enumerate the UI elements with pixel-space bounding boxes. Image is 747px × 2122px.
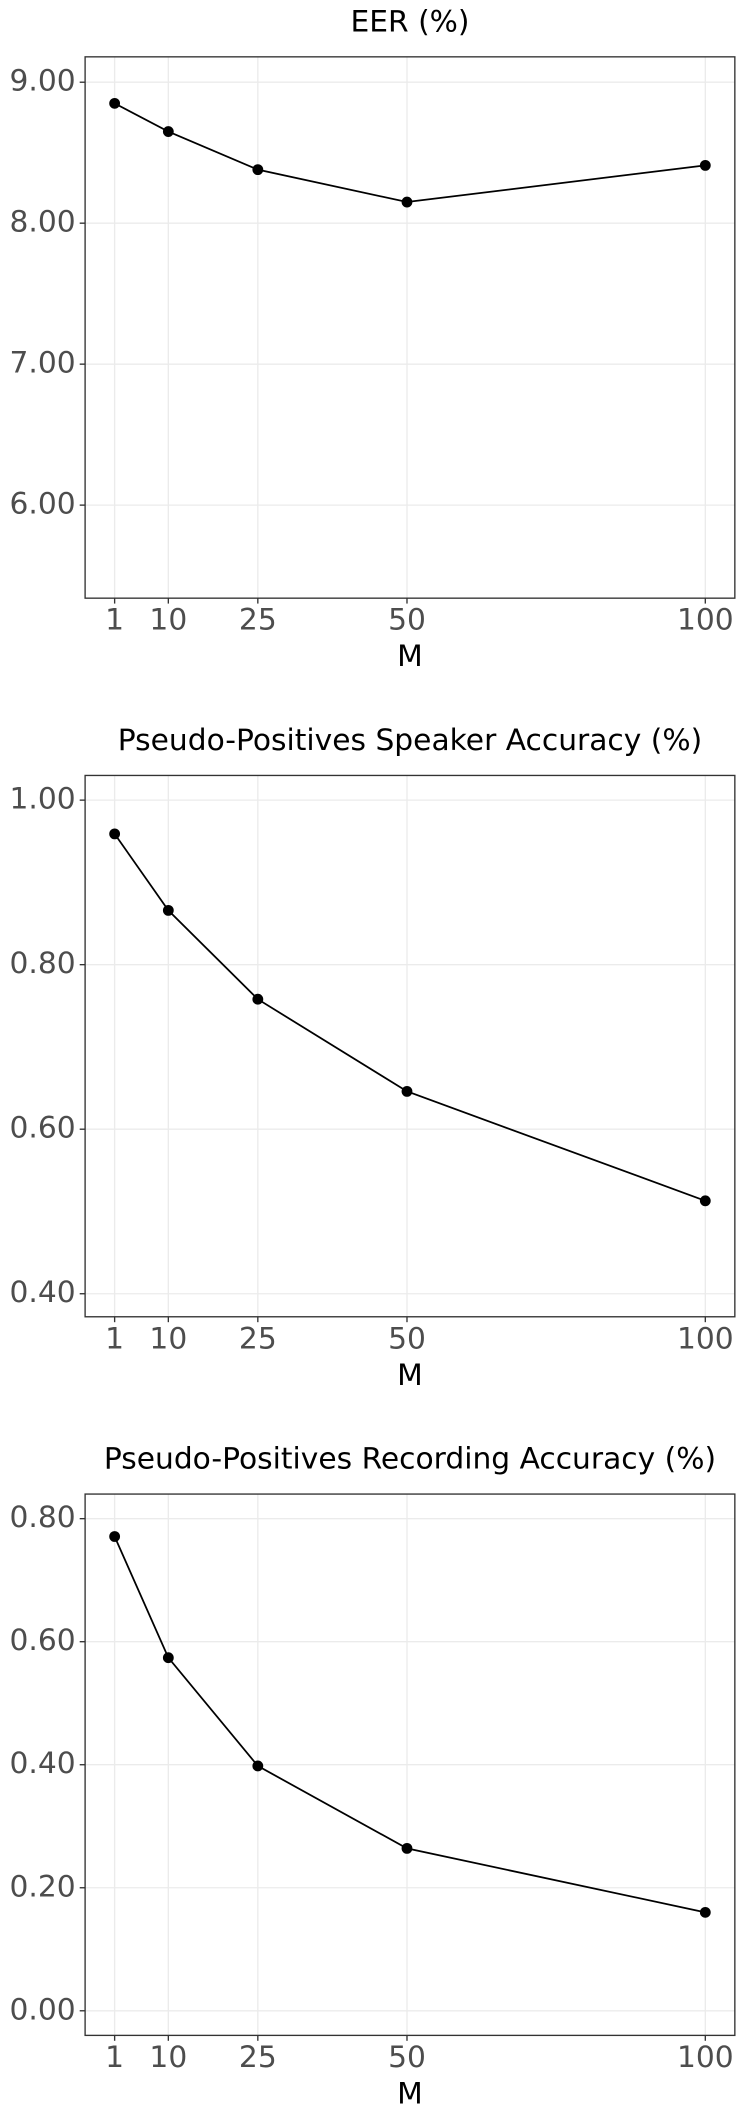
- x-tick-label: 10: [149, 1321, 187, 1356]
- x-axis-title: M: [397, 1358, 423, 1393]
- data-point: [401, 1842, 413, 1854]
- x-tick-label: 25: [239, 2040, 277, 2075]
- x-tick-label: 1: [105, 603, 124, 638]
- x-tick-label: 10: [149, 603, 187, 638]
- x-tick-label: 1: [105, 2040, 124, 2075]
- y-tick-label: 0.60: [9, 1623, 75, 1658]
- x-tick-label: 100: [677, 1321, 734, 1356]
- data-point: [699, 159, 711, 171]
- y-tick-label: 9.00: [9, 64, 75, 99]
- y-tick-label: 0.00: [9, 1992, 75, 2027]
- data-point: [252, 1760, 264, 1772]
- x-tick-label: 1: [105, 1321, 124, 1356]
- chart-title: Pseudo-Positives Recording Accuracy (%): [104, 1442, 716, 1477]
- data-point: [699, 1906, 711, 1918]
- data-point: [109, 828, 121, 840]
- data-point: [162, 904, 174, 916]
- data-point: [109, 97, 121, 109]
- y-tick-label: 8.00: [9, 205, 75, 240]
- data-point: [252, 993, 264, 1005]
- x-tick-label: 25: [239, 603, 277, 638]
- y-tick-label: 0.40: [9, 1275, 75, 1310]
- data-point: [699, 1195, 711, 1207]
- data-point: [109, 1531, 121, 1542]
- data-point: [401, 196, 413, 208]
- x-axis-title: M: [397, 639, 423, 674]
- panel-background: [85, 56, 735, 599]
- y-tick-label: 7.00: [9, 346, 75, 381]
- x-tick-label: 100: [677, 2040, 734, 2075]
- x-tick-label: 50: [388, 1321, 426, 1356]
- y-tick-label: 0.80: [9, 946, 75, 981]
- chart-title: EER (%): [350, 4, 469, 39]
- panel-background: [85, 775, 735, 1317]
- panel-border: [84, 1493, 736, 2037]
- x-tick-label: 50: [388, 603, 426, 638]
- y-tick-label: 0.20: [9, 1869, 75, 1904]
- x-tick-label: 10: [149, 2040, 187, 2075]
- y-tick-label: 0.60: [9, 1111, 75, 1146]
- data-point: [162, 126, 174, 137]
- y-tick-label: 6.00: [9, 487, 75, 522]
- panel-border: [84, 56, 736, 599]
- y-tick-label: 1.00: [9, 782, 75, 817]
- chart-title: Pseudo-Positives Speaker Accuracy (%): [118, 723, 702, 758]
- data-point: [252, 164, 264, 176]
- x-tick-label: 100: [677, 603, 734, 638]
- x-tick-label: 50: [388, 2040, 426, 2075]
- y-tick-label: 0.40: [9, 1746, 75, 1781]
- x-axis-title: M: [397, 2076, 423, 2111]
- panel-border: [84, 774, 736, 1318]
- x-tick-label: 25: [239, 1321, 277, 1356]
- data-point: [162, 1652, 174, 1664]
- y-tick-label: 0.80: [9, 1500, 75, 1535]
- data-point: [401, 1085, 413, 1097]
